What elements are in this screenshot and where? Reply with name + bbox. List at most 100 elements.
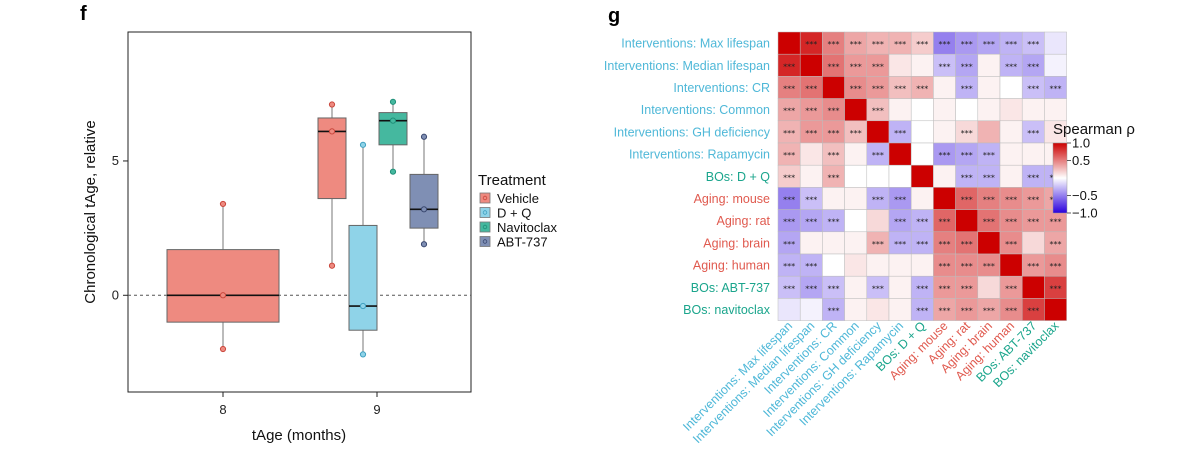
significance-stars: *** (916, 240, 928, 249)
significance-stars: *** (783, 85, 795, 94)
colorbar-tick-label: 1.0 (1072, 136, 1090, 151)
row-label: Aging: rat (716, 214, 770, 228)
heatmap-cell (888, 164, 912, 188)
heatmap-cell (844, 253, 868, 277)
heatmap-cell (977, 98, 1001, 122)
significance-stars: *** (961, 262, 973, 271)
heatmap-cell (866, 253, 890, 277)
legend-entry: Navitoclax (497, 220, 557, 235)
data-point (389, 117, 397, 124)
significance-stars: *** (1005, 307, 1017, 316)
colorbar-gradient (1052, 142, 1068, 214)
row-label: Interventions: GH deficiency (614, 125, 771, 139)
significance-stars: *** (894, 129, 906, 138)
significance-stars: *** (783, 262, 795, 271)
significance-stars: *** (894, 218, 906, 227)
significance-stars: *** (1027, 173, 1039, 182)
significance-stars: *** (850, 62, 862, 71)
legend-entry: ABT-737 (497, 235, 548, 250)
significance-stars: *** (939, 262, 951, 271)
data-point (359, 351, 367, 358)
significance-stars: *** (1027, 307, 1039, 316)
data-point (420, 241, 428, 248)
significance-stars: *** (916, 307, 928, 316)
significance-stars: *** (983, 173, 995, 182)
heatmap-cell (910, 164, 934, 188)
significance-stars: *** (961, 62, 973, 71)
significance-stars: *** (1027, 218, 1039, 227)
y-axis-label: Chronological tAge, relative (82, 120, 99, 303)
x-tick-label: 8 (219, 402, 226, 417)
heatmap-cell (1021, 231, 1045, 255)
heatmap-cell (977, 120, 1001, 144)
significance-stars: *** (783, 173, 795, 182)
significance-stars: *** (783, 107, 795, 116)
significance-stars: *** (983, 218, 995, 227)
heatmap-cell (888, 253, 912, 277)
significance-stars: *** (1027, 262, 1039, 271)
heatmap-cell (866, 209, 890, 233)
significance-stars: *** (1027, 85, 1039, 94)
significance-stars: *** (983, 196, 995, 205)
data-point (389, 98, 397, 105)
significance-stars: *** (939, 62, 951, 71)
heatmap-cell (999, 164, 1023, 188)
box-iqr (409, 173, 439, 229)
significance-stars: *** (783, 196, 795, 205)
significance-stars: *** (1050, 284, 1062, 293)
plot-frame (127, 31, 472, 393)
significance-stars: *** (1050, 262, 1062, 271)
legend-entry: Vehicle (497, 191, 539, 206)
significance-stars: *** (828, 173, 840, 182)
significance-stars: *** (805, 218, 817, 227)
significance-stars: *** (961, 196, 973, 205)
data-point (219, 200, 227, 208)
significance-stars: *** (961, 129, 973, 138)
significance-stars: *** (961, 173, 973, 182)
significance-stars: *** (805, 107, 817, 116)
heatmap-cell (977, 231, 1001, 255)
heatmap-cell (999, 76, 1023, 99)
significance-stars: *** (916, 40, 928, 49)
correlation-heatmap: *** *** *** *** *** *** *** *** *** *** *** *** *** *… (604, 31, 1135, 446)
heatmap-cell (999, 253, 1023, 277)
significance-stars: *** (828, 129, 840, 138)
box-d-q-9 (348, 141, 378, 358)
heatmap-cell (888, 275, 912, 299)
heatmap-cell (933, 76, 956, 99)
colorbar-title: Spearman ρ (1053, 121, 1135, 138)
heatmap-cell (844, 231, 868, 255)
significance-stars: *** (916, 218, 928, 227)
heatmap-cell (910, 120, 934, 144)
significance-stars: *** (850, 129, 862, 138)
significance-stars: *** (828, 307, 840, 316)
significance-stars: *** (983, 151, 995, 160)
heatmap-cell (888, 53, 912, 77)
heatmap-cell (844, 187, 868, 210)
significance-stars: *** (828, 218, 840, 227)
significance-stars: *** (805, 40, 817, 49)
box-vehicle-8 (166, 200, 280, 353)
data-point (420, 133, 428, 140)
legend-point (482, 195, 488, 201)
row-label: BOs: ABT-737 (691, 281, 770, 295)
heatmap-cell (844, 142, 868, 166)
significance-stars: *** (1005, 196, 1017, 205)
significance-stars: *** (872, 240, 884, 249)
significance-stars: *** (916, 284, 928, 293)
row-label: Interventions: Common (641, 103, 770, 117)
heatmap-cell (933, 120, 956, 144)
heatmap-cell (799, 164, 823, 188)
heatmap-cell (1044, 31, 1067, 55)
x-axis-label: tAge (months) (252, 427, 346, 444)
heatmap-cell (955, 98, 979, 122)
heatmap-cell (799, 231, 823, 255)
heatmap-cell (799, 53, 823, 77)
significance-stars: *** (961, 240, 973, 249)
significance-stars: *** (872, 40, 884, 49)
heatmap-cell (1044, 298, 1067, 321)
heatmap-cell (977, 275, 1001, 299)
heatmap-cell (910, 53, 934, 77)
data-point (328, 101, 336, 108)
